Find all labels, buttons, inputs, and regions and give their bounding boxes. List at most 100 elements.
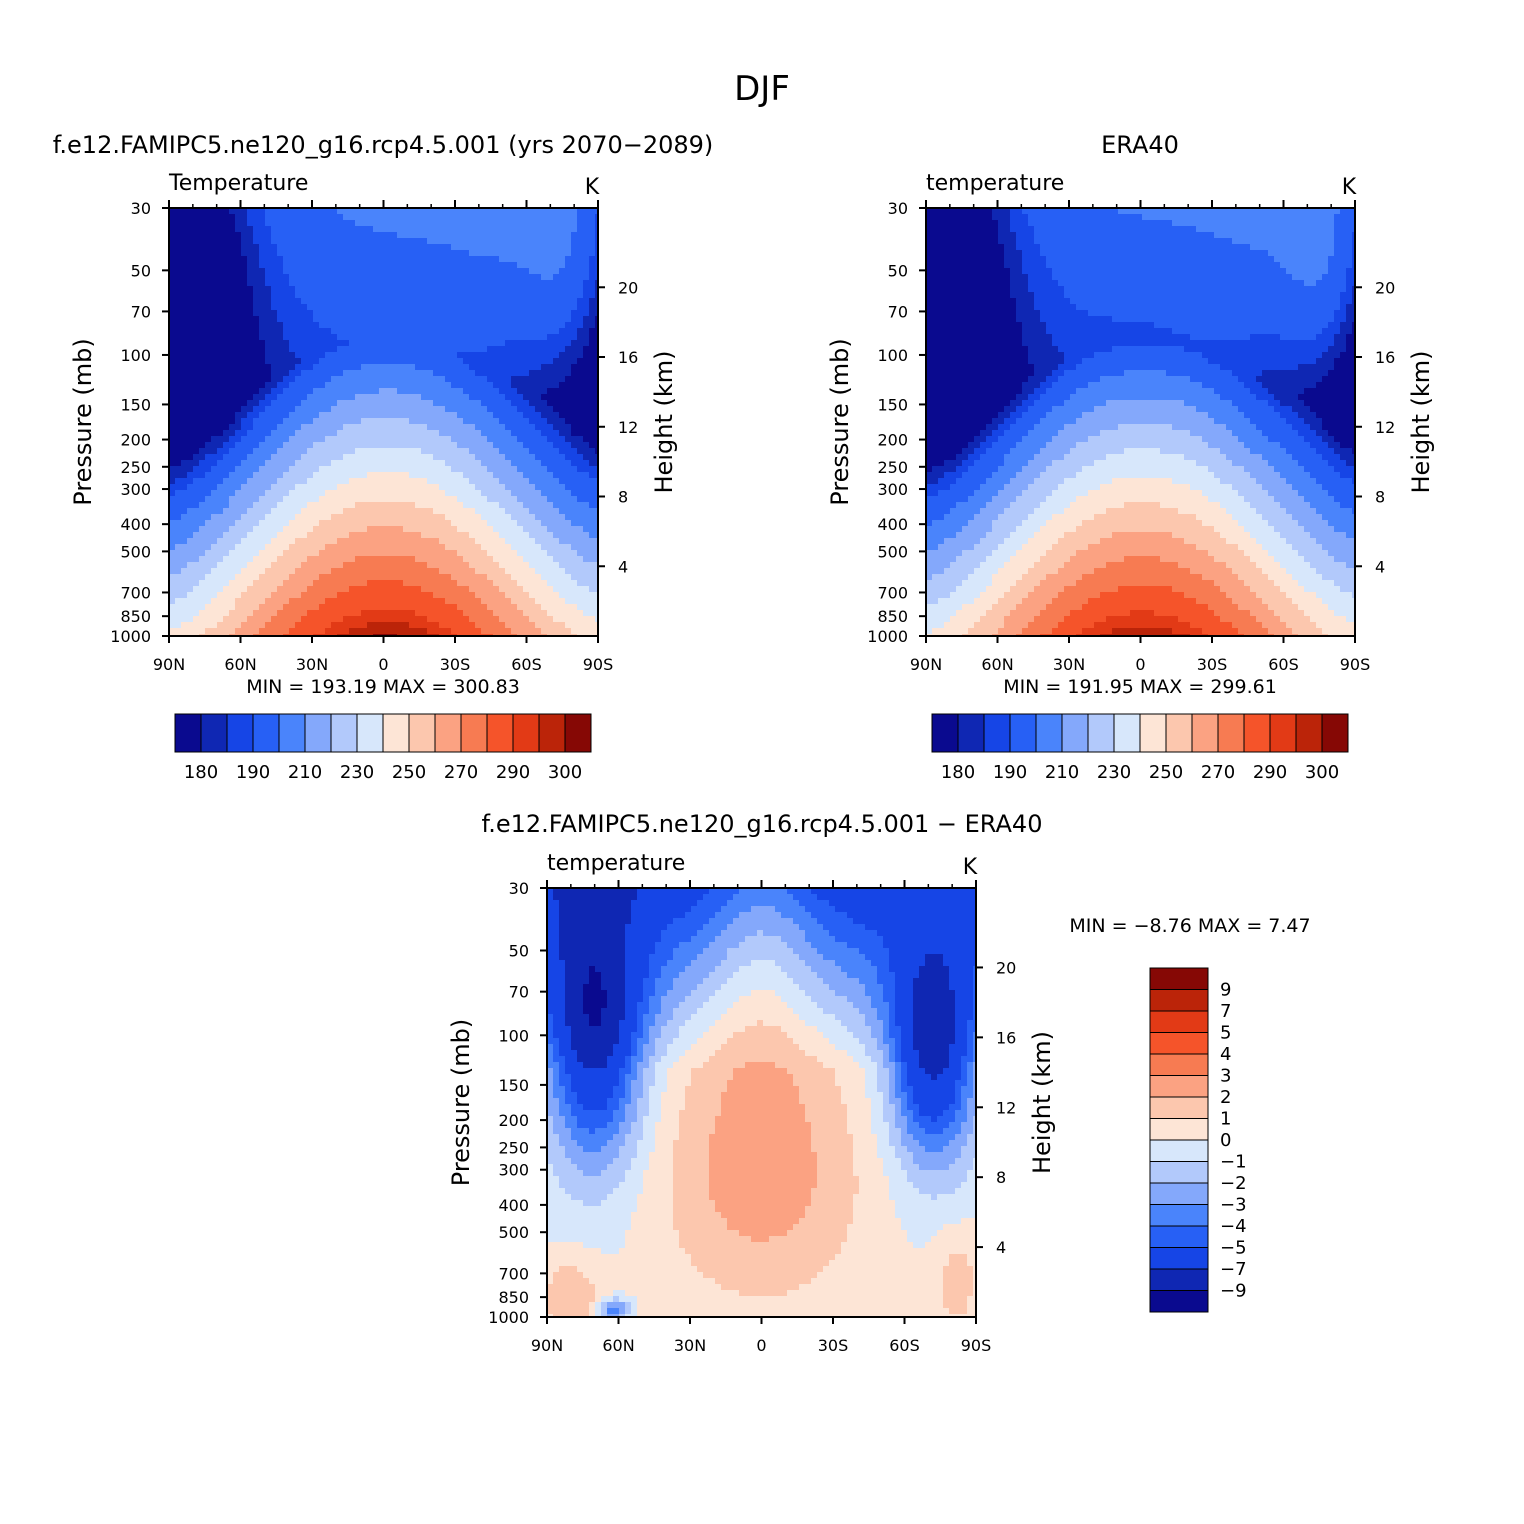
contour-cell: [523, 328, 530, 335]
contour-cell: [331, 466, 338, 473]
contour-cell: [457, 286, 464, 293]
contour-cell: [361, 418, 368, 425]
contour-cell: [355, 298, 362, 305]
contour-cell: [445, 604, 452, 611]
contour-cell: [241, 562, 248, 569]
contour-cell: [277, 508, 284, 515]
contour-cell: [247, 304, 254, 311]
contour-cell: [349, 268, 356, 275]
contour-cell: [187, 436, 194, 443]
contour-cell: [505, 436, 512, 443]
contour-cell: [511, 568, 518, 575]
contour-cell: [493, 442, 500, 449]
contour-cell: [529, 508, 536, 515]
contour-cell: [265, 232, 272, 239]
contour-cell: [283, 580, 290, 587]
contour-cell: [361, 346, 368, 353]
contour-cell: [577, 610, 584, 617]
contour-cell: [379, 238, 386, 245]
contour-cell: [565, 508, 572, 515]
contour-cell: [499, 610, 506, 617]
contour-cell: [373, 442, 380, 449]
contour-cell: [469, 580, 476, 587]
contour-cell: [355, 448, 362, 455]
contour-cell: [493, 292, 500, 299]
contour-cell: [463, 304, 470, 311]
contour-cell: [355, 328, 362, 335]
contour-cell: [199, 256, 206, 263]
contour-cell: [583, 460, 590, 467]
contour-cell: [205, 280, 212, 287]
contour-cell: [397, 232, 404, 239]
contour-cell: [475, 538, 482, 545]
contour-cell: [175, 472, 182, 479]
contour-cell: [289, 400, 296, 407]
contour-cell: [469, 274, 476, 281]
contour-cell: [481, 346, 488, 353]
contour-cell: [457, 424, 464, 431]
contour-cell: [589, 454, 596, 461]
contour-cell: [253, 346, 260, 353]
contour-cell: [541, 526, 548, 533]
contour-cell: [211, 364, 218, 371]
contour-cell: [331, 220, 338, 227]
contour-cell: [553, 580, 560, 587]
contour-cell: [265, 484, 272, 491]
contour-cell: [349, 586, 356, 593]
contour-cell: [175, 544, 182, 551]
contour-cell: [493, 226, 500, 233]
contour-cell: [289, 370, 296, 377]
contour-cell: [319, 232, 326, 239]
contour-cell: [541, 244, 548, 251]
contour-cell: [277, 442, 284, 449]
contour-cell: [589, 370, 596, 377]
contour-cell: [175, 622, 182, 629]
contour-cell: [529, 526, 536, 533]
contour-cell: [451, 226, 458, 233]
contour-cell: [175, 532, 182, 539]
contour-cell: [379, 286, 386, 293]
contour-cell: [439, 490, 446, 497]
contour-cell: [493, 250, 500, 257]
contour-cell: [241, 340, 248, 347]
contour-cell: [391, 538, 398, 545]
contour-cell: [433, 226, 440, 233]
contour-cell: [505, 322, 512, 329]
contour-cell: [229, 562, 236, 569]
contour-cell: [583, 538, 590, 545]
contour-cell: [481, 442, 488, 449]
contour-cell: [223, 448, 230, 455]
contour-cell: [511, 316, 518, 323]
contour-cell: [487, 232, 494, 239]
contour-cell: [451, 406, 458, 413]
contour-cell: [541, 508, 548, 515]
contour-cell: [481, 538, 488, 545]
contour-cell: [439, 616, 446, 623]
contour-cell: [505, 286, 512, 293]
contour-cell: [349, 370, 356, 377]
contour-cell: [379, 502, 386, 509]
contour-cell: [301, 358, 308, 365]
contour-cell: [385, 358, 392, 365]
contour-cell: [307, 454, 314, 461]
contour-cell: [577, 466, 584, 473]
contour-cell: [577, 430, 584, 437]
contour-cell: [589, 496, 596, 503]
contour-cell: [325, 304, 332, 311]
contour-cell: [535, 598, 542, 605]
contour-cell: [583, 280, 590, 287]
contour-cell: [409, 388, 416, 395]
contour-cell: [367, 382, 374, 389]
contour-cell: [547, 382, 554, 389]
contour-cell: [583, 376, 590, 383]
contour-cell: [379, 232, 386, 239]
contour-cell: [277, 520, 284, 527]
contour-cell: [487, 334, 494, 341]
contour-cell: [589, 262, 596, 269]
contour-cell: [265, 358, 272, 365]
contour-cell: [265, 526, 272, 533]
contour-cell: [211, 334, 218, 341]
contour-cell: [463, 406, 470, 413]
contour-cell: [187, 292, 194, 299]
contour-cell: [253, 622, 260, 629]
